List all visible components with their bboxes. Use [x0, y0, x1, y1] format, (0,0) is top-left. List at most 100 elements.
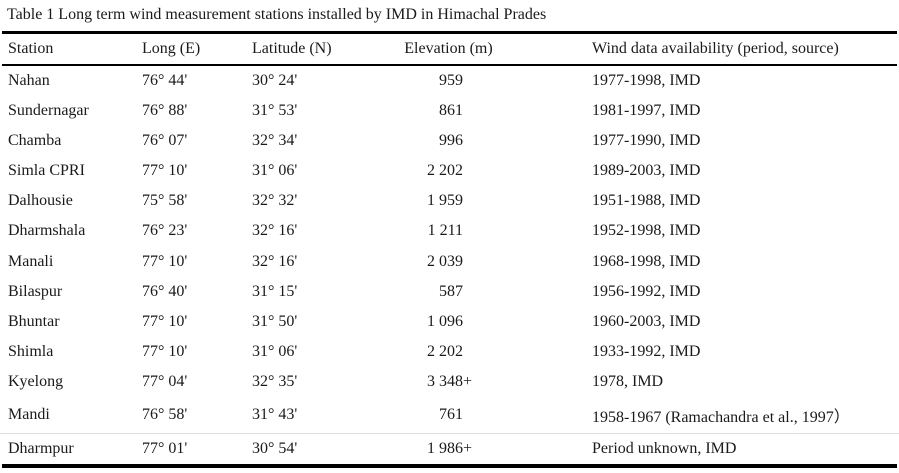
longitude-cell: 77° 10'	[142, 252, 188, 270]
availability-cell: 1981-1997, IMD	[592, 102, 701, 120]
latitude-cell: 31° 06'	[252, 342, 298, 360]
elevation-suffix	[463, 343, 472, 361]
elevation-suffix	[463, 253, 472, 271]
column-header-availability: Wind data availability (period, source)	[592, 40, 839, 57]
table-row: Dharmpur 77° 01' 30° 54' 1 986 + Period u…	[0, 432, 899, 464]
longitude-cell: 75° 58'	[142, 192, 188, 210]
elevation-value: 1 986	[427, 439, 463, 457]
availability-cell: 1958-1967 (Ramachandra et al., 1997）	[592, 408, 850, 426]
latitude-cell: 32° 35'	[252, 372, 298, 390]
elevation-cell: 996	[377, 132, 520, 150]
latitude-cell: 31° 43'	[252, 405, 298, 423]
elevation-suffix	[463, 102, 472, 120]
table-bottom-rule	[2, 464, 897, 468]
table-row: Kyelong 77° 04' 32° 35' 3 348 + 1978, IMD	[0, 367, 899, 397]
elevation-cell: 2 039	[377, 253, 520, 271]
table-row: Chamba 76° 07' 32° 34' 996 1977-1990, IM…	[0, 126, 899, 156]
station-cell: Sundernagar	[8, 102, 89, 120]
latitude-cell: 32° 16'	[252, 252, 298, 270]
elevation-suffix	[463, 313, 472, 331]
station-cell: Kyelong	[8, 372, 64, 390]
table-row: Sundernagar 76° 88' 31° 53' 861 1981-199…	[0, 96, 899, 126]
elevation-cell: 861	[377, 102, 520, 120]
table-row: Bhuntar 77° 10' 31° 50' 1 096 1960-2003,…	[0, 307, 899, 337]
longitude-cell: 77° 10'	[142, 342, 188, 360]
elevation-suffix: +	[463, 439, 473, 457]
elevation-suffix	[463, 222, 472, 240]
latitude-cell: 31° 06'	[252, 162, 298, 180]
longitude-cell: 76° 44'	[142, 72, 188, 90]
elevation-value: 761	[439, 405, 463, 423]
table-row: Dalhousie 75° 58' 32° 32' 1 959 1951-198…	[0, 186, 899, 216]
longitude-cell: 77° 04'	[142, 372, 188, 390]
latitude-cell: 32° 32'	[252, 192, 298, 210]
table-row: Shimla 77° 10' 31° 06' 2 202 1933-1992, …	[0, 337, 899, 367]
elevation-suffix	[463, 192, 472, 210]
elevation-cell: 1 096	[377, 313, 520, 331]
table-body: Nahan 76° 44' 30° 24' 959 1977-1998, IMD…	[0, 66, 899, 464]
longitude-cell: 77° 01'	[142, 439, 188, 457]
longitude-cell: 76° 07'	[142, 132, 188, 150]
elevation-suffix	[463, 406, 472, 424]
elevation-cell: 587	[377, 283, 520, 301]
latitude-cell: 31° 15'	[252, 282, 298, 300]
elevation-cell: 761	[377, 406, 520, 424]
latitude-cell: 32° 34'	[252, 132, 298, 150]
latitude-cell: 32° 16'	[252, 222, 298, 240]
elevation-value: 587	[439, 282, 463, 300]
table-row: Dharmshala 76° 23' 32° 16' 1 211 1952-19…	[0, 216, 899, 246]
elevation-cell: 1 959	[377, 192, 520, 210]
column-header-station: Station	[8, 40, 54, 57]
elevation-value: 2 202	[427, 162, 463, 180]
station-cell: Shimla	[8, 342, 54, 360]
station-cell: Bhuntar	[8, 312, 60, 330]
table-header: Station Long (E) Latitude (N) Elevation …	[0, 34, 899, 64]
elevation-cell: 2 202	[377, 343, 520, 361]
availability-cell: 1951-1988, IMD	[592, 192, 701, 210]
table-row: Bilaspur 76° 40' 31° 15' 587 1956-1992, …	[0, 277, 899, 307]
elevation-value: 1 959	[427, 192, 463, 210]
longitude-cell: 76° 40'	[142, 282, 188, 300]
station-cell: Dharmpur	[8, 439, 74, 457]
elevation-value: 2 039	[427, 252, 463, 270]
availability-cell: 1968-1998, IMD	[592, 252, 701, 270]
elevation-suffix	[463, 132, 472, 150]
longitude-cell: 76° 58'	[142, 405, 188, 423]
availability-cell: 1978, IMD	[592, 372, 664, 390]
table-row: Mandi 76° 58' 31° 43' 761 1958-1967 (Ram…	[0, 397, 899, 433]
longitude-cell: 76° 88'	[142, 102, 188, 120]
latitude-cell: 31° 53'	[252, 102, 298, 120]
column-header-elevation: Elevation (m)	[404, 40, 493, 57]
stations-table: Station Long (E) Latitude (N) Elevation …	[0, 34, 899, 468]
table-header-row: Station Long (E) Latitude (N) Elevation …	[0, 34, 899, 64]
elevation-cell: 1 986 +	[377, 440, 520, 458]
elevation-cell: 3 348 +	[377, 373, 520, 391]
elevation-cell: 1 211	[377, 222, 520, 240]
availability-cell: Period unknown, IMD	[592, 439, 737, 457]
availability-cell: 1933-1992, IMD	[592, 342, 701, 360]
station-cell: Dalhousie	[8, 192, 73, 210]
elevation-value: 2 202	[427, 342, 463, 360]
table-header-rule	[2, 64, 897, 66]
table-row: Manali 77° 10' 32° 16' 2 039 1968-1998, …	[0, 246, 899, 276]
station-cell: Chamba	[8, 132, 62, 150]
availability-cell: 1960-2003, IMD	[592, 312, 701, 330]
availability-cell: 1989-2003, IMD	[592, 162, 701, 180]
station-cell: Dharmshala	[8, 222, 86, 240]
table-caption: Table 1 Long term wind measurement stati…	[7, 6, 547, 23]
table-row: Nahan 76° 44' 30° 24' 959 1977-1998, IMD	[0, 66, 899, 96]
availability-cell: 1956-1992, IMD	[592, 282, 701, 300]
station-cell: Mandi	[8, 405, 50, 423]
table-row: Simla CPRI 77° 10' 31° 06' 2 202 1989-20…	[0, 156, 899, 186]
elevation-value: 1 211	[427, 222, 463, 240]
elevation-cell: 959	[377, 72, 520, 90]
latitude-cell: 31° 50'	[252, 312, 298, 330]
elevation-cell: 2 202	[377, 162, 520, 180]
availability-cell: 1977-1990, IMD	[592, 132, 701, 150]
elevation-suffix	[463, 162, 472, 180]
column-header-latitude: Latitude (N)	[252, 40, 332, 57]
station-cell: Bilaspur	[8, 282, 63, 300]
elevation-suffix	[463, 283, 472, 301]
latitude-cell: 30° 24'	[252, 72, 298, 90]
